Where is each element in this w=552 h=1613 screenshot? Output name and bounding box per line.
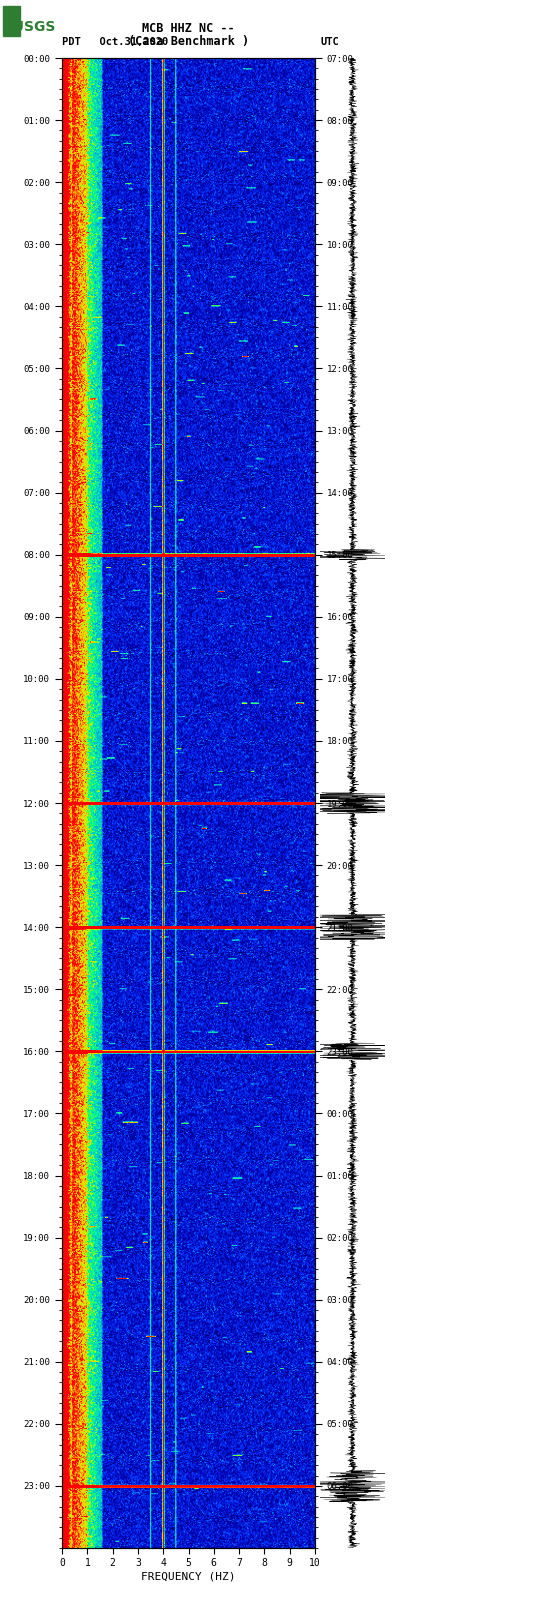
- Text: UTC: UTC: [321, 37, 339, 47]
- Text: (Casa Benchmark ): (Casa Benchmark ): [128, 35, 249, 48]
- Bar: [3, 6, 20, 35]
- Text: MCB HHZ NC --: MCB HHZ NC --: [142, 21, 235, 34]
- Text: USGS: USGS: [3, 19, 55, 34]
- X-axis label: FREQUENCY (HZ): FREQUENCY (HZ): [141, 1571, 236, 1581]
- Text: PDT   Oct.31,2020: PDT Oct.31,2020: [62, 37, 168, 47]
